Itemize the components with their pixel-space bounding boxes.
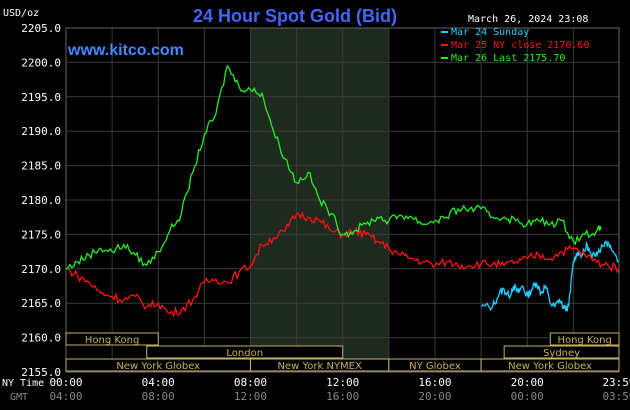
y-tick-label: 2200.0	[21, 56, 61, 69]
x-tick-label-gmt: 16:00	[326, 390, 359, 403]
x-tick-label-ny: 08:00	[234, 376, 267, 389]
x-tick-label-gmt: 00:00	[511, 390, 544, 403]
session-label: Hong Kong	[85, 335, 139, 346]
x-tick-label-gmt: 03:59	[602, 390, 630, 403]
chart-title: 24 Hour Spot Gold (Bid)	[193, 6, 397, 26]
x-axis-ticks: 00:0004:0008:0012:0016:0020:0023:5904:00…	[49, 376, 630, 403]
session-bar	[65, 332, 159, 346]
x-tick-label-gmt: 12:00	[234, 390, 267, 403]
session-label: New York NYMEX	[277, 361, 362, 372]
session-bar	[503, 345, 620, 359]
session-label: NY Globex	[409, 361, 461, 372]
x-tick-label-ny: 16:00	[418, 376, 451, 389]
date-label: March 26, 2024 23:08	[468, 14, 588, 25]
session-label: London	[226, 348, 263, 359]
y-tick-label: 2180.0	[21, 194, 61, 207]
session-bars: Hong Kong Hong Kong London Sydney New York G…	[65, 332, 620, 372]
x-tick-label-gmt: 04:00	[49, 390, 82, 403]
legend-entry: Mar 24 Sunday	[451, 27, 529, 38]
site-label: www.kitco.com	[67, 42, 184, 59]
x-tick-label-ny: 04:00	[142, 376, 175, 389]
y-tick-label: 2155.0	[21, 366, 61, 379]
series-lines	[65, 64, 620, 318]
series-line-0	[480, 240, 620, 312]
x-tick-label-gmt: 08:00	[142, 390, 175, 403]
series-line-2	[65, 64, 602, 270]
y-tick-label: 2190.0	[21, 125, 61, 138]
y-tick-label: 2160.0	[21, 332, 61, 345]
session-bar	[480, 358, 620, 372]
session-label: Sydney	[543, 348, 580, 359]
y-tick-label: 2205.0	[21, 22, 61, 35]
session-label: New York Globex	[508, 361, 592, 372]
plot-frame	[65, 27, 620, 373]
legend: Mar 24 Sunday Mar 25 NY close 2170.60 Mar …	[441, 27, 589, 64]
session-bar	[146, 345, 344, 359]
x-tick-label-gmt: 20:00	[418, 390, 451, 403]
legend-entry: Mar 25 NY close 2170.60	[451, 40, 589, 51]
y-tick-label: 2165.0	[21, 297, 61, 310]
legend-entry: Mar 26 Last 2175.70	[451, 53, 565, 64]
y-tick-label: 2185.0	[21, 160, 61, 173]
x-tick-label-ny: 20:00	[511, 376, 544, 389]
x-tick-label-ny: 12:00	[326, 376, 359, 389]
gmt-row-label: GMT	[10, 392, 28, 403]
ny-time-row-label: NY Time	[2, 378, 44, 389]
x-tick-label-ny: 23:59	[602, 376, 630, 389]
x-tick-label-ny: 00:00	[49, 376, 82, 389]
units-label: USD/oz	[3, 8, 39, 19]
session-label: New York Globex	[116, 361, 200, 372]
y-axis-ticks: 2205.0 2200.0 2195.0 2190.0 2185.0 2180.0 2175…	[21, 22, 61, 379]
session-label: Hong Kong	[557, 335, 611, 346]
y-tick-label: 2195.0	[21, 91, 61, 104]
y-tick-label: 2175.0	[21, 228, 61, 241]
session-bar	[549, 332, 620, 346]
y-tick-label: 2170.0	[21, 263, 61, 276]
